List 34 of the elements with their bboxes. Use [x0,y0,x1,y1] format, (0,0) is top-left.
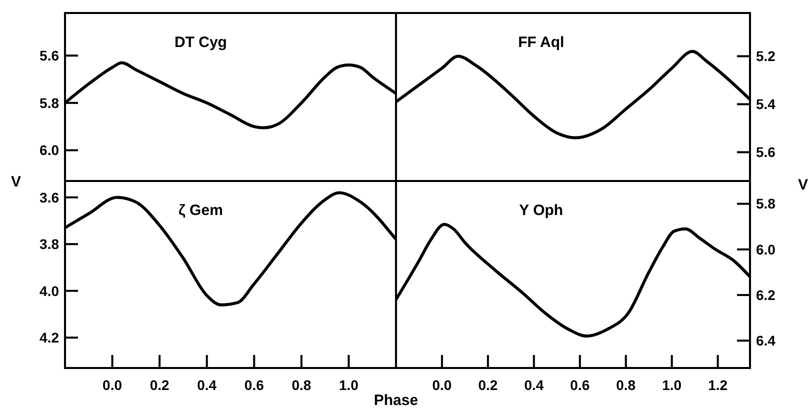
y2-tick-label: 5.8 [756,196,776,212]
x-tick-label: 0.8 [616,377,636,393]
x-tick-label: 0.0 [102,377,122,393]
y2-tick-label: 5.4 [756,96,776,112]
y2-tick-label: 6.0 [756,241,776,258]
y-tick-label: 4.2 [40,330,60,346]
y-tick-label: 3.6 [40,189,60,206]
y-tick-label: 3.8 [40,236,60,252]
x-tick-label: 0.6 [570,377,590,393]
x-tick-label: 1.0 [338,377,359,393]
y-axis-title: V [10,173,22,190]
x-tick-label: 0.2 [478,377,498,393]
y-tick-label: 6.0 [40,142,60,158]
text: Y Oph [519,202,564,219]
y2-tick-label: 6.2 [756,286,776,303]
x-tick-label: 0.4 [197,377,217,393]
x-axis-title: Phase [374,392,418,409]
y-tick-label: 5.8 [40,94,60,111]
text: DT Cyg [174,34,227,51]
x-tick-label: 1.2 [708,377,728,393]
x-tick-label: 0.2 [150,377,170,393]
y2-axis-title: V [798,176,808,194]
x-tick-label: 0.4 [524,377,544,393]
y-tick-label: 5.6 [40,47,60,64]
x-tick-label: 0.0 [432,377,452,393]
y-tick-label: 4.0 [40,282,60,299]
x-tick-label: 0.6 [244,377,264,393]
text: FF Aql [518,34,564,51]
x-tick-label: 1.0 [662,377,682,393]
y2-tick-label: 5.2 [756,48,776,64]
x-tick-label: 0.8 [292,377,312,393]
y2-tick-label: 6.4 [756,332,776,349]
y2-tick-label: 5.6 [756,144,776,160]
text: ζ Gem [178,202,223,219]
